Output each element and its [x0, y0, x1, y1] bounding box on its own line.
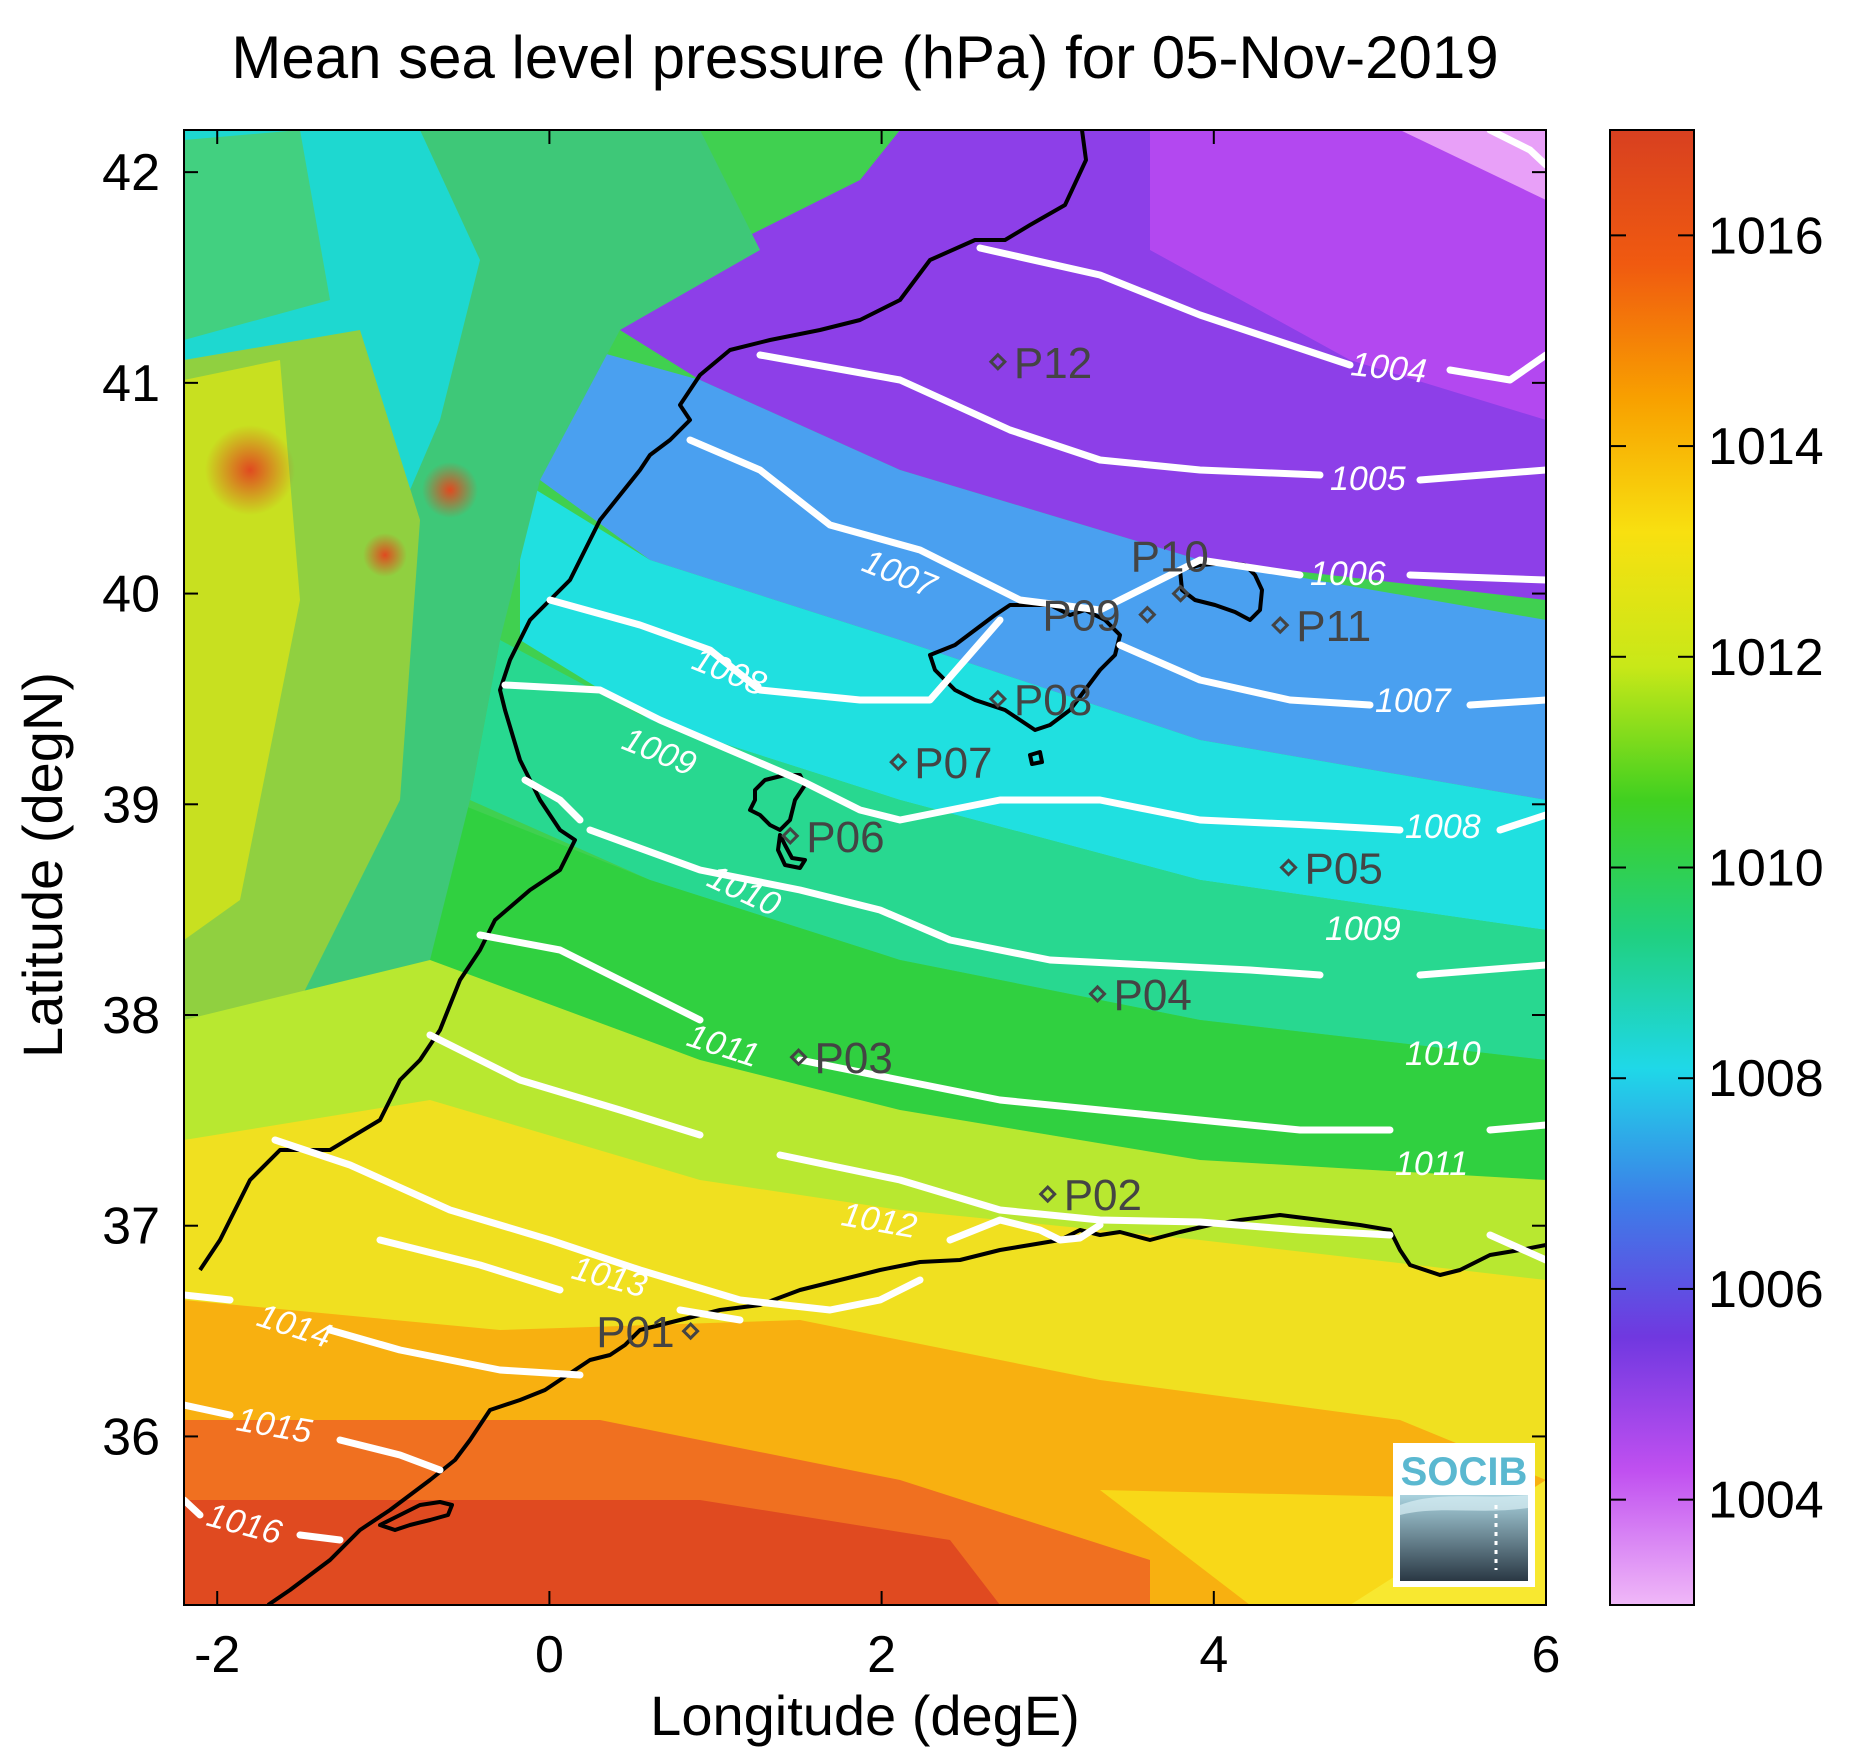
station-label: P06 [806, 813, 884, 862]
station-p08[interactable]: P08 [988, 676, 1092, 725]
y-axis-label: Latitude (degN) [11, 672, 74, 1058]
isobar-contours [184, 130, 1546, 1544]
station-label: P10 [1131, 533, 1209, 582]
isobar-1013 [376, 1236, 744, 1324]
station-marker-icon [1038, 1184, 1057, 1204]
y-tick-label: 42 [102, 144, 160, 202]
station-label: P04 [1114, 971, 1192, 1020]
station-p03[interactable]: P03 [789, 1034, 893, 1083]
x-axis-ticks: -2 0 2 4 6 [194, 130, 1560, 1684]
station-marker-icon [1279, 858, 1298, 877]
isobar-1008 [501, 681, 1546, 834]
north-africa-coastline [266, 1213, 1546, 1605]
y-tick-label: 40 [102, 566, 160, 624]
isobar-1009 [521, 776, 1546, 979]
x-tick-label: 2 [867, 1626, 896, 1684]
station-marker-icon [1088, 984, 1107, 1004]
station-marker-icon [889, 753, 908, 772]
isobar-1016 [184, 1496, 344, 1544]
station-label: P01 [596, 1308, 674, 1357]
clabel-1010-b: 1010 [1405, 1035, 1481, 1073]
station-marker-icon [988, 689, 1008, 709]
isobar-1004 [1486, 130, 1546, 169]
mallorca-island [928, 603, 1122, 732]
colorbar-tick-label: 1008 [1708, 1050, 1824, 1108]
station-p09[interactable]: P09 [1042, 592, 1157, 641]
station-label: P02 [1064, 1171, 1142, 1220]
y-tick-label: 37 [102, 1198, 160, 1256]
station-p11[interactable]: P11 [1271, 602, 1371, 651]
isobar-1005 [756, 351, 1546, 484]
y-tick-label: 38 [102, 987, 160, 1045]
station-p12[interactable]: P12 [988, 339, 1092, 388]
isobar-1007 [546, 596, 1546, 709]
colorbar-tick-label: 1014 [1708, 418, 1824, 476]
station-p01[interactable]: P01 [596, 1308, 700, 1357]
coastlines [198, 130, 1546, 1605]
station-p06[interactable]: P06 [781, 813, 885, 862]
clabel-1007-b: 1007 [1375, 682, 1452, 720]
station-label: P12 [1014, 339, 1092, 388]
y-tick-label: 41 [102, 355, 160, 413]
colorbar: 1004 1006 1008 1010 1012 1014 1016 [1609, 129, 1824, 1606]
socib-logo: SOCIB [1393, 1443, 1535, 1587]
station-marker-icon [988, 352, 1008, 371]
chart-title: Mean sea level pressure (hPa) for 05-Nov… [231, 24, 1498, 91]
station-label: P08 [1014, 676, 1092, 725]
plot-frame [183, 129, 1547, 1606]
station-label: P11 [1296, 602, 1371, 651]
mainland-coastline [198, 130, 1088, 1272]
x-tick-label: 6 [1532, 1626, 1561, 1684]
station-label: P03 [815, 1034, 893, 1083]
station-marker-icon [681, 1321, 700, 1341]
x-tick-label: 0 [535, 1626, 564, 1684]
station-p02[interactable]: P02 [1038, 1171, 1142, 1220]
station-p04[interactable]: P04 [1088, 971, 1192, 1020]
isobar-1004-b [976, 244, 1546, 384]
colorbar-tick-label: 1012 [1708, 629, 1824, 687]
colorbar-tick-label: 1006 [1708, 1261, 1824, 1319]
isobar-1006 [686, 436, 1546, 614]
x-axis-label: Longitude (degE) [650, 1684, 1080, 1747]
clabel-1006: 1006 [1310, 555, 1386, 593]
isobar-1012 [271, 1136, 1104, 1314]
station-p05[interactable]: P05 [1279, 845, 1383, 894]
station-p07[interactable]: P07 [889, 739, 993, 788]
cabrera-island [1028, 750, 1044, 766]
y-tick-label: 39 [102, 776, 160, 834]
isobar-1014 [184, 1291, 584, 1379]
clabel-1011-b: 1011 [1395, 1145, 1468, 1183]
isobar-1011 [426, 1031, 1546, 1264]
colorbar-tick-label: 1010 [1708, 840, 1824, 898]
contour-labels: 1004 1005 1006 1007 1007 1008 1008 1009 … [203, 345, 1481, 1552]
colorbar-tick-label: 1004 [1708, 1472, 1824, 1530]
clabel-1008-b: 1008 [1405, 808, 1481, 846]
station-marker-icon [1171, 584, 1190, 603]
isobar-1010 [476, 931, 1546, 1134]
clabel-1004: 1004 [1349, 345, 1428, 391]
station-label: P09 [1042, 592, 1120, 641]
station-label: P07 [914, 739, 992, 788]
station-marker-icon [1271, 616, 1290, 635]
clabel-1009-b: 1009 [1325, 910, 1401, 948]
clabel-1005: 1005 [1330, 460, 1406, 498]
isobar-1015 [184, 1401, 444, 1474]
y-axis-ticks: 36 37 38 39 40 41 42 [102, 144, 1546, 1466]
station-marker-icon [781, 826, 800, 846]
station-marker-icon [789, 1048, 808, 1067]
colorbar-ticks: 1004 1006 1008 1010 1012 1014 1016 [1610, 207, 1824, 1530]
socib-logo-text: SOCIB [1401, 1450, 1528, 1494]
pressure-field [184, 130, 1546, 1605]
alboran-island [378, 1500, 454, 1532]
y-tick-label: 36 [102, 1408, 160, 1466]
station-marker-icon [1138, 605, 1157, 624]
colorbar-tick-label: 1016 [1708, 207, 1824, 265]
x-tick-label: 4 [1199, 1626, 1228, 1684]
x-tick-label: -2 [194, 1626, 240, 1684]
station-p10[interactable]: P10 [1131, 533, 1209, 603]
station-label: P05 [1305, 845, 1383, 894]
